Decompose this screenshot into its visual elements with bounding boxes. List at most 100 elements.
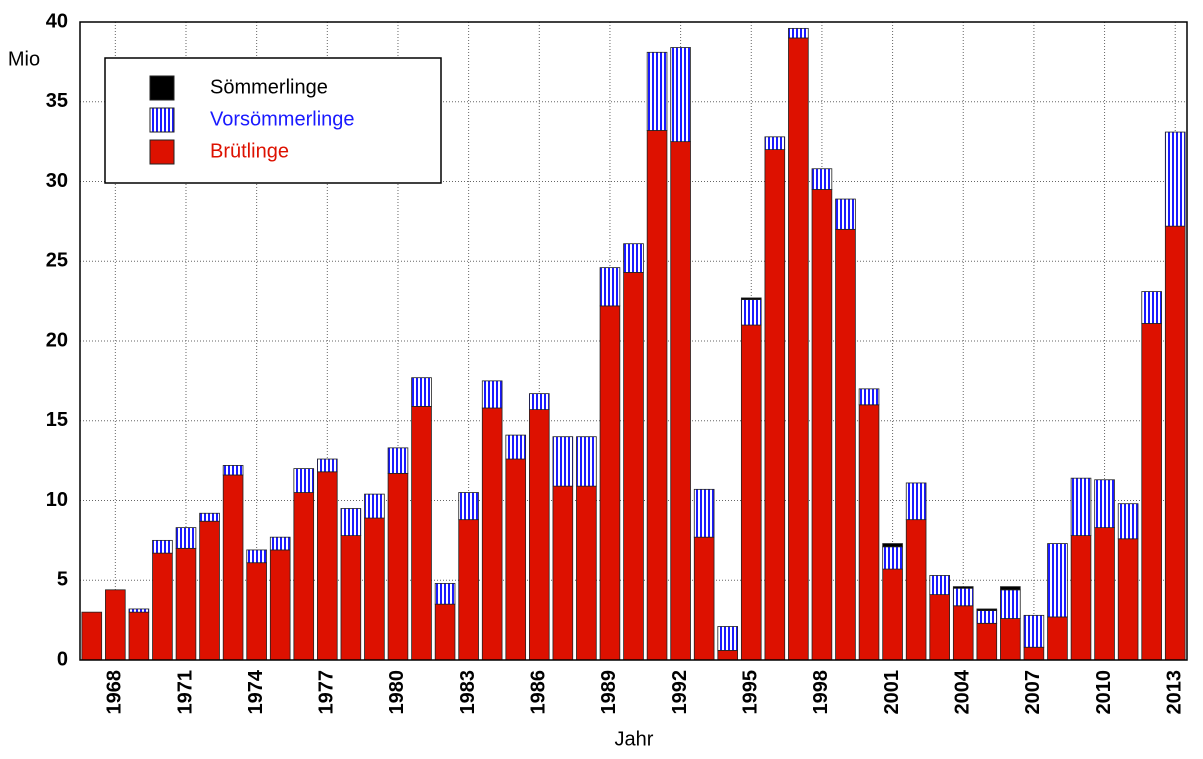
bar-segment xyxy=(740,299,762,326)
bar-segment xyxy=(222,474,244,661)
x-tick-label: 1977 xyxy=(316,670,338,715)
bar-segment xyxy=(317,458,338,473)
bar-segment xyxy=(976,608,998,611)
x-tick-label: 2010 xyxy=(1093,670,1115,715)
bar-segment xyxy=(411,377,432,407)
bar-segment xyxy=(693,488,715,538)
x-tick-label: 2013 xyxy=(1164,670,1186,715)
bar-segment xyxy=(175,547,197,661)
bar-segment xyxy=(246,562,267,661)
bar-segment xyxy=(505,458,527,661)
bar-segment xyxy=(599,305,621,661)
bar-segment xyxy=(670,141,691,661)
bar-segment xyxy=(387,472,409,661)
x-tick-label: 1992 xyxy=(669,670,691,715)
x-tick-label: 2001 xyxy=(881,670,903,715)
bar-segment xyxy=(105,589,126,661)
bar-segment xyxy=(670,47,691,143)
bar-segment xyxy=(1023,646,1045,661)
bar-segment xyxy=(717,650,739,661)
bar-segment xyxy=(293,492,315,661)
bar-segment xyxy=(1094,479,1115,529)
bar-segment xyxy=(152,539,173,554)
bar-segment xyxy=(717,626,739,651)
bar-segment xyxy=(1117,503,1139,540)
bar-segment xyxy=(128,611,150,661)
bar-segment xyxy=(1000,589,1021,619)
bar-segment xyxy=(1141,291,1162,324)
y-tick-label: 0 xyxy=(57,648,68,670)
x-tick-label: 1986 xyxy=(528,670,550,715)
bar-segment xyxy=(623,272,644,661)
bar-segment xyxy=(552,485,574,661)
bar-segment xyxy=(811,189,833,661)
bar-segment xyxy=(1164,131,1186,227)
bar-segment xyxy=(929,594,950,661)
x-tick-label: 2007 xyxy=(1022,670,1044,715)
y-tick-label: 10 xyxy=(46,489,68,511)
bar-segment xyxy=(199,520,220,661)
bar-segment xyxy=(599,267,621,307)
bar-segment xyxy=(905,482,927,521)
bar-segment xyxy=(1070,477,1092,536)
bar-segment xyxy=(882,568,903,661)
bar-segment xyxy=(764,136,786,150)
bar-segment xyxy=(646,130,668,661)
y-tick-label: 40 xyxy=(46,10,68,32)
bar-segment xyxy=(128,608,150,613)
bar-segment xyxy=(552,436,574,487)
bar-segment xyxy=(364,517,385,661)
y-tick-label: 25 xyxy=(46,250,68,272)
bar-segment xyxy=(576,485,597,661)
bar-segment xyxy=(481,380,503,409)
bar-segment xyxy=(387,447,409,474)
x-tick-label: 1971 xyxy=(174,670,196,715)
bar-segment xyxy=(175,527,197,549)
bar-segment xyxy=(693,536,715,661)
bar-segment xyxy=(434,603,456,661)
legend-label: Sömmerlinge xyxy=(210,76,328,98)
bar-segment xyxy=(293,468,315,493)
x-tick-label: 1968 xyxy=(104,670,126,715)
bar-segment xyxy=(952,586,974,589)
bar-segment xyxy=(1141,323,1162,661)
x-tick-label: 1974 xyxy=(245,669,267,714)
bar-segment xyxy=(528,393,550,410)
bar-segment xyxy=(740,297,762,300)
bar-segment xyxy=(1164,225,1186,661)
bar-segment xyxy=(364,493,385,519)
x-axis-label: Jahr xyxy=(615,728,654,750)
y-tick-label: 15 xyxy=(46,409,68,431)
y-tick-label: 20 xyxy=(46,329,68,351)
legend-label: Vorsömmerlinge xyxy=(210,108,355,130)
plot-frame xyxy=(79,21,1188,661)
bar-segment xyxy=(434,583,456,605)
bar-segment xyxy=(152,552,173,661)
bar-segment xyxy=(788,37,809,661)
bar-segment xyxy=(222,465,244,476)
bar-segment xyxy=(835,228,856,661)
bar-segment xyxy=(246,549,267,564)
x-tick-label: 1983 xyxy=(457,670,479,715)
bar-segment xyxy=(1000,586,1021,591)
bar-segment xyxy=(528,409,550,661)
bar-segment xyxy=(1023,614,1045,648)
bar-segment xyxy=(199,512,220,522)
y-tick-label: 5 xyxy=(57,569,68,591)
bar-segment xyxy=(1000,618,1021,661)
y-axis-label: Mio xyxy=(8,48,40,70)
bar-segment xyxy=(1117,538,1139,661)
bar-segment xyxy=(882,543,903,548)
bar-segment xyxy=(340,535,362,661)
bar-segment xyxy=(740,324,762,661)
bar-segment xyxy=(952,587,974,607)
bar-segment xyxy=(788,27,809,39)
bar-segment xyxy=(576,436,597,487)
bar-segment xyxy=(952,605,974,661)
bar-segment xyxy=(1047,616,1068,661)
bar-segment xyxy=(1094,527,1115,661)
bar-segment xyxy=(1070,535,1092,661)
bar-segment xyxy=(317,471,338,661)
bar-segment xyxy=(929,575,950,596)
